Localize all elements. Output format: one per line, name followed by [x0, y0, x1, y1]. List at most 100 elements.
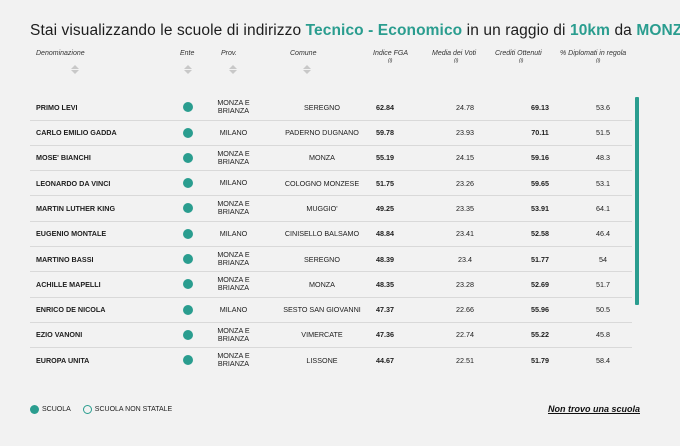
title-raggio: 10km — [569, 22, 611, 39]
crediti-cell: 59.16 — [531, 153, 549, 163]
col-voti-label: Media dei Voti — [432, 50, 477, 57]
comune-cell: MONZA — [309, 279, 335, 289]
table-row[interactable]: PRIMO LEVI MONZA E BRIANZA SEREGNO 62.84 24.… — [30, 95, 632, 121]
ente-cell — [178, 196, 198, 221]
col-crediti[interactable]: Crediti Ottenuti (i) — [495, 50, 542, 64]
ente-cell — [178, 146, 198, 171]
fga-cell: 48.39 — [376, 254, 394, 264]
col-comune[interactable]: Comune — [290, 50, 316, 57]
legend-scuola: SCUOLA — [30, 405, 71, 414]
ente-dot-icon — [183, 178, 193, 189]
fga-cell: 48.35 — [376, 279, 394, 289]
sort-icon[interactable] — [183, 65, 193, 75]
col-fga-note: (i) — [388, 58, 393, 64]
provincia-cell: MILANO — [219, 178, 248, 188]
non-trovo-scuola-link[interactable]: Non trovo una scuola — [547, 404, 640, 414]
table-row[interactable]: ENRICO DE NICOLA MILANO SESTO SAN GIOVANNI… — [30, 297, 632, 323]
voti-cell: 23.28 — [456, 279, 474, 289]
fga-cell: 49.25 — [376, 203, 394, 213]
school-name: EUROPA UNITA — [36, 355, 90, 365]
diplomati-cell: 58.4 — [596, 355, 610, 365]
sort-icon[interactable] — [302, 65, 312, 75]
fga-cell: 47.36 — [376, 330, 394, 340]
col-diplomati[interactable]: % Diplomati in regola (i) — [560, 50, 626, 64]
ente-dot-icon — [183, 304, 193, 315]
ente-cell — [178, 95, 198, 120]
comune-cell: VIMERCATE — [301, 330, 343, 340]
school-name: ENRICO DE NICOLA — [36, 305, 106, 315]
ente-dot-icon — [183, 254, 193, 265]
crediti-cell: 55.96 — [531, 305, 549, 315]
table-header: Denominazione Ente Prov. Comune Indice F… — [30, 50, 642, 90]
provincia-cell: MONZA E BRIANZA — [217, 275, 250, 293]
diplomati-cell: 53.6 — [596, 102, 610, 112]
sort-icon[interactable] — [228, 65, 238, 75]
crediti-cell: 69.13 — [531, 102, 549, 112]
legend: SCUOLA SCUOLA NON STATALE — [30, 405, 184, 414]
crediti-cell: 51.77 — [531, 254, 549, 264]
provincia-cell: MONZA E BRIANZA — [217, 148, 250, 166]
ente-cell — [178, 323, 198, 348]
sort-icon[interactable] — [70, 65, 80, 75]
table-row[interactable]: CARLO EMILIO GADDA MILANO PADERNO DUGNANO 5… — [30, 120, 632, 146]
ente-dot-icon — [183, 203, 193, 214]
table-row[interactable]: EUGENIO MONTALE MILANO CINISELLO BALSAMO 48… — [30, 222, 632, 247]
diplomati-cell: 54 — [599, 254, 607, 264]
ente-cell — [178, 348, 198, 373]
ente-dot-icon — [183, 102, 193, 113]
col-voti-note: (i) — [454, 58, 459, 64]
ente-cell — [178, 120, 198, 145]
table-row[interactable]: MARTINO BASSI MONZA E BRIANZA SEREGNO 48.39… — [30, 247, 632, 273]
fga-cell: 55.19 — [376, 153, 394, 163]
diplomati-cell: 45.8 — [596, 330, 610, 340]
col-ente-label: Ente — [180, 50, 195, 57]
comune-cell: MONZA — [309, 153, 335, 163]
fga-cell: 47.37 — [376, 305, 394, 315]
voti-cell: 22.74 — [456, 330, 474, 340]
table-body: PRIMO LEVI MONZA E BRIANZA SEREGNO 62.84 24.… — [30, 95, 632, 373]
ente-cell — [178, 222, 198, 247]
crediti-cell: 53.91 — [531, 203, 549, 213]
voti-cell: 22.51 — [456, 355, 474, 365]
title-citta: MONZA — [636, 22, 680, 39]
table-row[interactable]: ACHILLE MAPELLI MONZA E BRIANZA MONZA 48.35… — [30, 272, 632, 298]
ente-cell — [178, 272, 198, 297]
diplomati-cell: 46.4 — [596, 229, 610, 239]
fga-cell: 62.84 — [376, 102, 394, 112]
school-name: ACHILLE MAPELLI — [36, 279, 101, 289]
school-name: EZIO VANONI — [36, 330, 83, 340]
col-prov[interactable]: Prov. — [221, 50, 237, 57]
school-name: EUGENIO MONTALE — [36, 229, 107, 239]
provincia-cell: MILANO — [219, 228, 248, 238]
filled-dot-icon — [30, 405, 39, 414]
voti-cell: 23.35 — [456, 203, 474, 213]
legend-non-statale: SCUOLA NON STATALE — [82, 405, 172, 414]
col-denominazione[interactable]: Denominazione — [36, 50, 85, 57]
crediti-cell: 59.65 — [531, 178, 549, 188]
col-diplomati-label: % Diplomati in regola — [560, 50, 627, 57]
col-voti[interactable]: Media dei Voti (i) — [432, 50, 476, 64]
table-row[interactable]: MOSE' BIANCHI MONZA E BRIANZA MONZA 55.19 24… — [30, 146, 632, 172]
table-row[interactable]: EUROPA UNITA MONZA E BRIANZA LISSONE 44.67 2… — [30, 348, 632, 373]
ente-cell — [178, 297, 198, 322]
table-row[interactable]: EZIO VANONI MONZA E BRIANZA VIMERCATE 47.36… — [30, 323, 632, 349]
scrollbar[interactable] — [635, 97, 639, 305]
voti-cell: 23.41 — [456, 229, 474, 239]
provincia-cell: MONZA E BRIANZA — [217, 98, 250, 116]
col-crediti-note: (i) — [519, 58, 524, 64]
crediti-cell: 55.22 — [531, 330, 549, 340]
outline-dot-icon — [82, 405, 92, 414]
voti-cell: 24.15 — [456, 153, 474, 163]
fga-cell: 44.67 — [376, 355, 394, 365]
ente-dot-icon — [183, 329, 193, 340]
table-row[interactable]: LEONARDO DA VINCI MILANO COLOGNO MONZESE 51… — [30, 171, 632, 197]
table-row[interactable]: MARTIN LUTHER KING MONZA E BRIANZA MUGGIO'… — [30, 196, 632, 222]
ente-dot-icon — [183, 228, 193, 239]
col-ente[interactable]: Ente — [180, 50, 194, 57]
comune-cell: COLOGNO MONZESE — [284, 178, 360, 188]
col-fga[interactable]: Indice FGA (i) — [373, 50, 408, 64]
provincia-cell: MILANO — [219, 127, 248, 137]
ente-dot-icon — [183, 279, 193, 290]
title-prefix: Stai visualizzando le scuole di indirizz… — [30, 22, 302, 39]
crediti-cell: 52.58 — [531, 229, 549, 239]
